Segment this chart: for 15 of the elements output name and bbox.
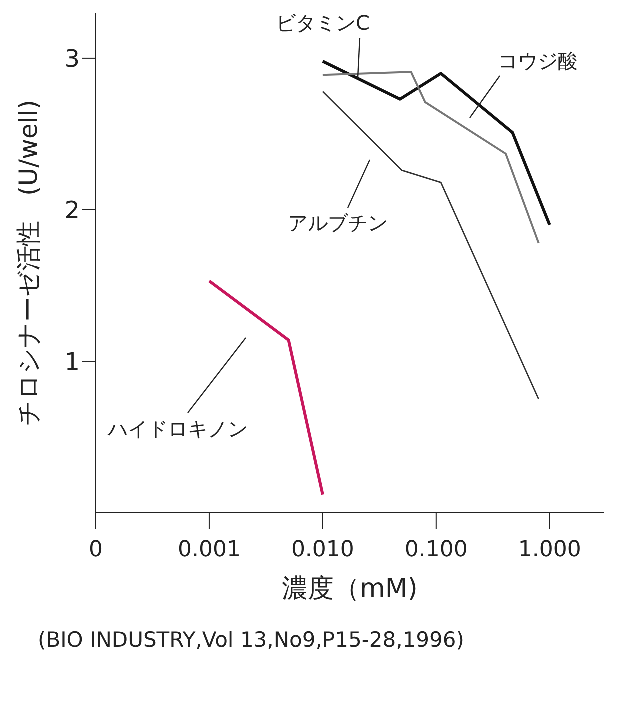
x-tick-label: 0.010 — [291, 538, 354, 563]
x-tick-label: 0.100 — [404, 538, 468, 563]
series-label: ビタミンC — [276, 11, 370, 35]
x-tick-label: 1.000 — [518, 538, 582, 563]
y-tick-label: 2 — [64, 196, 80, 224]
text: (BIO INDUSTRY,Vol 13,No9,P15-28,1996) — [38, 628, 466, 652]
text: ハイドロキノン — [107, 417, 248, 441]
y-tick-label: 1 — [64, 348, 80, 376]
y-tick-label: 3 — [64, 44, 80, 73]
x-tick-label: 0.001 — [178, 538, 241, 563]
x-axis-title: 濃度（mM) — [282, 574, 418, 604]
series-label: コウジ酸 — [498, 49, 578, 73]
x-tick-label: 0 — [89, 538, 103, 563]
y-axis-title: チロシナーゼ活性 (U/well) — [14, 100, 43, 426]
text: アルブチン — [288, 211, 388, 235]
